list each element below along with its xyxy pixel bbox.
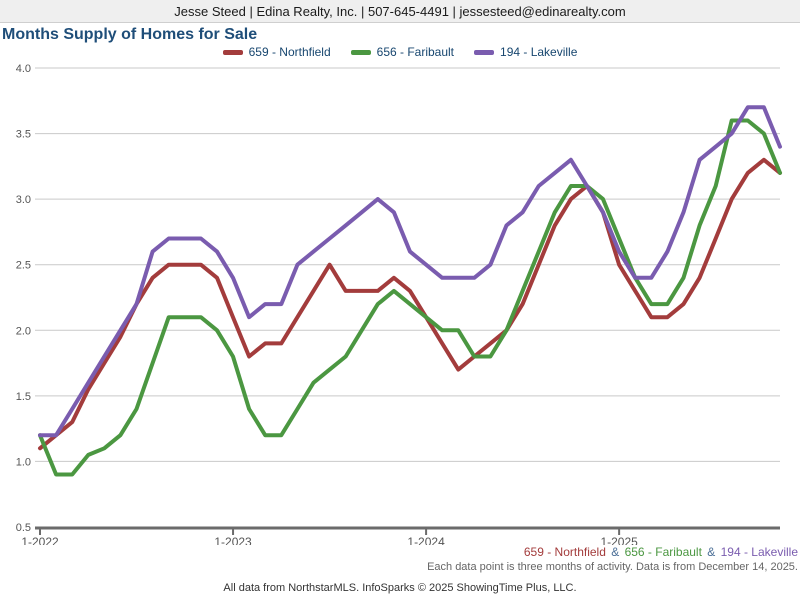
legend-item-northfield[interactable]: 659 - Northfield [222,45,331,59]
series-line-lakeville[interactable] [38,105,782,438]
y-tick-label: 1.0 [16,456,31,468]
y-tick-label: 4.0 [16,63,31,75]
y-tick-label: 3.5 [16,129,31,141]
chart-canvas[interactable]: 0.5 1.0 1.5 2.0 2.5 3.0 3.5 4.0 1-2022 1-2023 1-20… [0,0,800,545]
y-tick-label: 0.5 [16,522,31,534]
series-line-northfield[interactable] [38,157,782,451]
footer-series-separator: & [607,545,623,559]
series-line-faribault[interactable] [38,118,782,477]
legend-swatch [222,49,243,55]
footer-series-name: 659 - Northfield [523,545,606,559]
legend-swatch [474,49,495,55]
x-tick-label: 1-2023 [214,535,252,545]
footer-attribution: All data from NorthstarMLS. InfoSparks ©… [223,582,577,594]
page-title: Months Supply of Homes for Sale [2,26,258,43]
footer-series-name: 656 - Faribault [624,545,702,559]
header-bar: Jesse Steed | Edina Realty, Inc. | 507-6… [0,0,800,23]
x-tick-label: 1-2025 [600,535,638,545]
y-tick-label: 1.5 [16,391,31,403]
legend-item-faribault[interactable]: 656 - Faribault [350,45,455,59]
footer-series-name: 194 - Lakeville [720,545,798,559]
legend-label: 194 - Lakeville [500,45,578,59]
footer-series-names: 659 - Northfield & 656 - Faribault & 194… [524,545,798,559]
legend-swatch [350,49,371,55]
y-tick-label: 3.0 [16,194,31,206]
footer-activity-note: Each data point is three months of activ… [427,561,798,573]
legend-label: 659 - Northfield [248,45,331,59]
legend-item-lakeville[interactable]: 194 - Lakeville [474,45,577,59]
y-tick-label: 2.5 [16,260,31,272]
chart-legend: 659 - Northfield 656 - Faribault 194 - Lak… [0,45,800,59]
legend-label: 656 - Faribault [376,45,455,59]
x-tick-label: 1-2024 [407,535,445,545]
y-tick-label: 2.0 [16,325,31,337]
x-tick-label: 1-2022 [21,535,59,545]
footer-series-separator: & [703,545,719,559]
contact-line: Jesse Steed | Edina Realty, Inc. | 507-6… [174,3,626,19]
